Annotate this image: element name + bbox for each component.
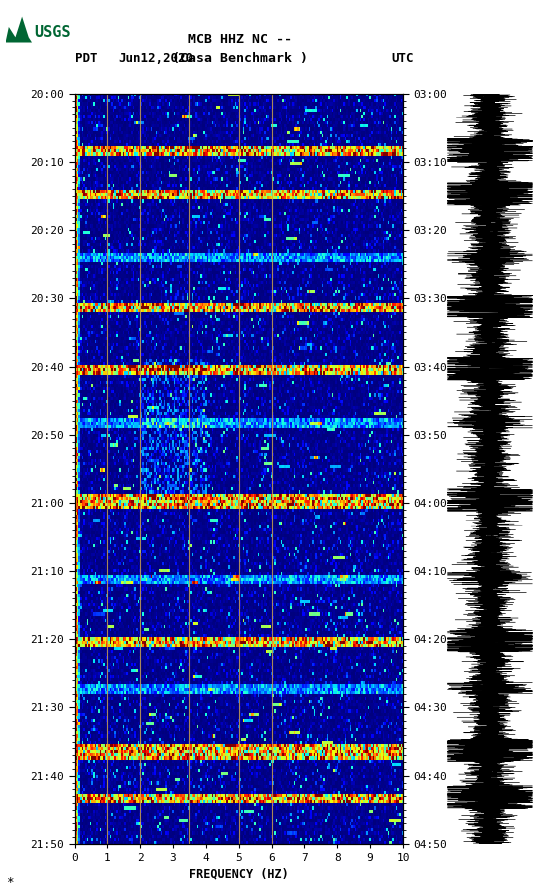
Text: (Casa Benchmark ): (Casa Benchmark ) bbox=[172, 52, 308, 64]
Text: USGS: USGS bbox=[34, 25, 71, 39]
X-axis label: FREQUENCY (HZ): FREQUENCY (HZ) bbox=[189, 867, 289, 880]
Text: UTC: UTC bbox=[392, 52, 414, 64]
Text: MCB HHZ NC --: MCB HHZ NC -- bbox=[188, 33, 292, 46]
Text: PDT: PDT bbox=[75, 52, 97, 64]
Text: *: * bbox=[6, 876, 13, 889]
Text: Jun12,2020: Jun12,2020 bbox=[119, 52, 194, 64]
Polygon shape bbox=[6, 17, 32, 43]
